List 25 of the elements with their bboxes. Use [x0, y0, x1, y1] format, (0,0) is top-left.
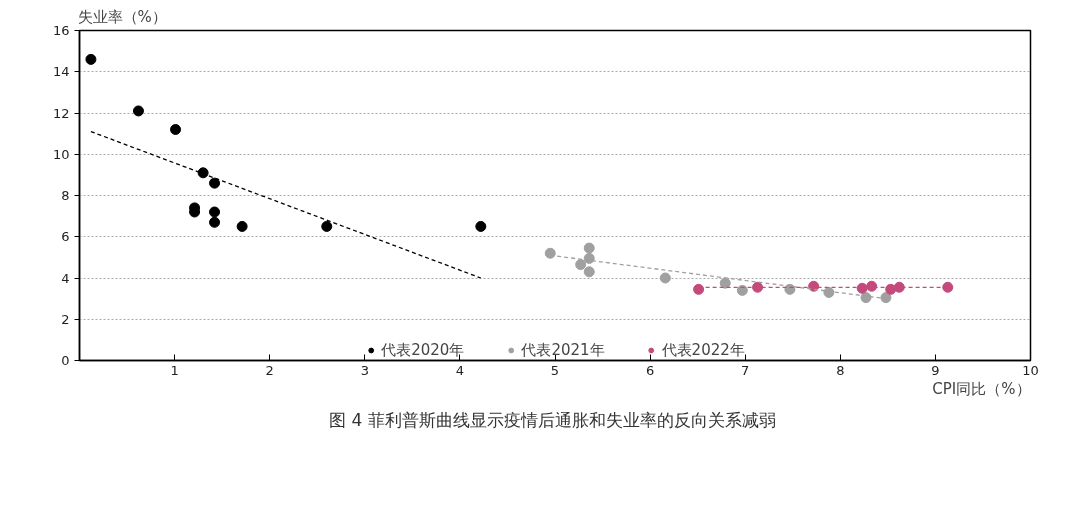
y-tick-label: 10: [52, 146, 70, 162]
legend-label: 代表2020年: [381, 340, 465, 360]
y-tick-label: 16: [52, 23, 70, 38]
x-tick-label: 1: [170, 362, 179, 378]
y-tick-label: 4: [61, 270, 70, 286]
y-tick-label: 0: [61, 353, 70, 368]
y-tick-label: 8: [61, 188, 70, 203]
x-axis-title: CPI同比（%）: [932, 379, 1031, 398]
x-tick-label: 7: [741, 362, 750, 378]
x-tick-label: 4: [455, 362, 465, 378]
x-tick-label: 5: [550, 362, 560, 378]
y-tick-label: 2: [61, 311, 70, 327]
x-tick-label: 8: [836, 362, 845, 378]
x-tick-label: 6: [645, 362, 655, 378]
y-tick-label: 6: [61, 229, 70, 245]
legend-label: 代表2022年: [661, 340, 745, 360]
x-tick-label: 10: [1022, 362, 1039, 378]
y-axis-title: 失业率（%）: [77, 7, 167, 26]
x-tick-label: 2: [265, 362, 274, 378]
text: 图 4 菲利普斯曲线显示疫情后通胀和失业率的反向关系减弱: [328, 409, 776, 430]
y-tick-label: 12: [52, 105, 70, 121]
legend-label: 代表2021年: [521, 340, 605, 360]
y-tick-label: 14: [52, 64, 70, 80]
x-tick-label: 3: [360, 362, 369, 378]
x-tick-label: 9: [931, 362, 940, 378]
